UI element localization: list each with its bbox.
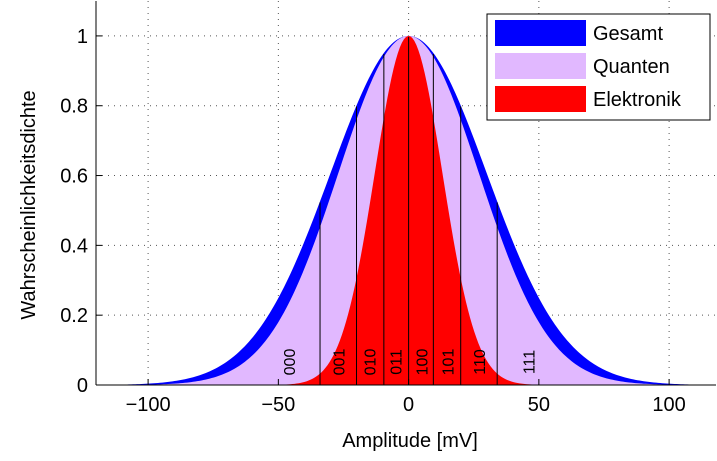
- x-tick-label-0: −100: [126, 394, 171, 416]
- legend-swatch-gesamt: [495, 20, 586, 46]
- code-labels: 000 001 010 011 100 101 110 111: [282, 349, 539, 376]
- area-elektronik: [96, 35, 716, 385]
- code-label-100: 100: [415, 349, 432, 376]
- x-ticks: −100 −50 0 50 100: [126, 379, 686, 416]
- code-label-101: 101: [441, 349, 458, 376]
- x-tick-label-1: −50: [261, 394, 295, 416]
- x-axis-label: Amplitude [mV]: [342, 430, 478, 452]
- x-tick-label-4: 100: [652, 394, 685, 416]
- axes-frame: [95, 1, 716, 386]
- legend-label-elektronik: Elektronik: [593, 89, 682, 111]
- threshold-lines: [319, 36, 498, 385]
- code-label-110: 110: [472, 349, 489, 375]
- legend-swatch-elektronik: [495, 86, 586, 112]
- code-label-010: 010: [363, 349, 380, 376]
- legend: Gesamt Quanten Elektronik: [486, 13, 711, 121]
- code-label-001: 001: [331, 349, 348, 376]
- code-label-011: 011: [389, 349, 406, 375]
- x-tick-label-2: 0: [403, 394, 414, 416]
- code-label-000: 000: [282, 349, 299, 376]
- code-label-111: 111: [521, 350, 538, 374]
- legend-label-quanten: Quanten: [593, 56, 670, 78]
- y-tick-label-1: 0.2: [60, 305, 88, 327]
- y-tick-label-5: 1: [77, 26, 88, 48]
- legend-swatch-quanten: [495, 53, 586, 79]
- y-tick-label-2: 0.4: [60, 235, 88, 257]
- density-areas: [96, 35, 716, 386]
- x-tick-label-3: 50: [528, 394, 550, 416]
- y-tick-label-3: 0.6: [60, 166, 88, 188]
- y-tick-label-4: 0.8: [60, 96, 88, 118]
- y-axis-label: Wahrscheinlichkeitsdichte: [18, 90, 40, 319]
- y-tick-label-0: 0: [77, 375, 88, 397]
- legend-label-gesamt: Gesamt: [593, 23, 663, 45]
- y-ticks: 0 0.2 0.4 0.6 0.8 1: [60, 26, 102, 397]
